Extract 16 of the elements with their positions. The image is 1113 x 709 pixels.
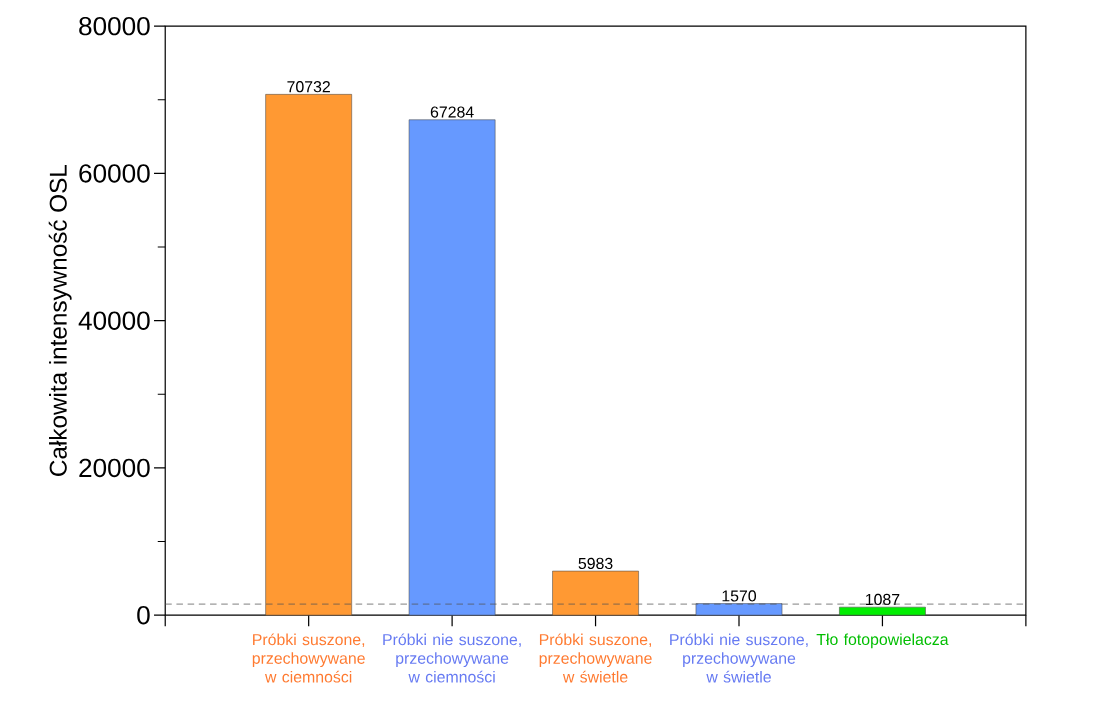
y-tick-label: 40000 (78, 311, 150, 330)
data-label: 67284 (430, 106, 474, 118)
x-tick-label: Próbki suszone, przechowywane w świetle (539, 633, 652, 683)
x-tick-label: Tło fotopowielacza (816, 633, 949, 648)
data-label: 70732 (287, 80, 330, 93)
y-tick-label: 0 (137, 605, 150, 625)
data-label: 5983 (578, 557, 613, 569)
data-label: 1570 (722, 590, 757, 602)
data-label: 1087 (866, 593, 900, 605)
x-tick-label: Próbki nie suszone, przechowywane w świetle (670, 633, 808, 683)
x-tick-label: Próbki suszone, przechowywane w ciemności (252, 633, 365, 683)
y-tick-label: 60000 (79, 163, 150, 183)
x-tick-label: Próbki nie suszone, przechowywane w ciemności (383, 633, 521, 683)
y-tick-label: 20000 (79, 458, 150, 477)
y-tick-label: 80000 (79, 16, 150, 36)
y-axis-title: Całkowita intensywność OSL (48, 164, 72, 476)
